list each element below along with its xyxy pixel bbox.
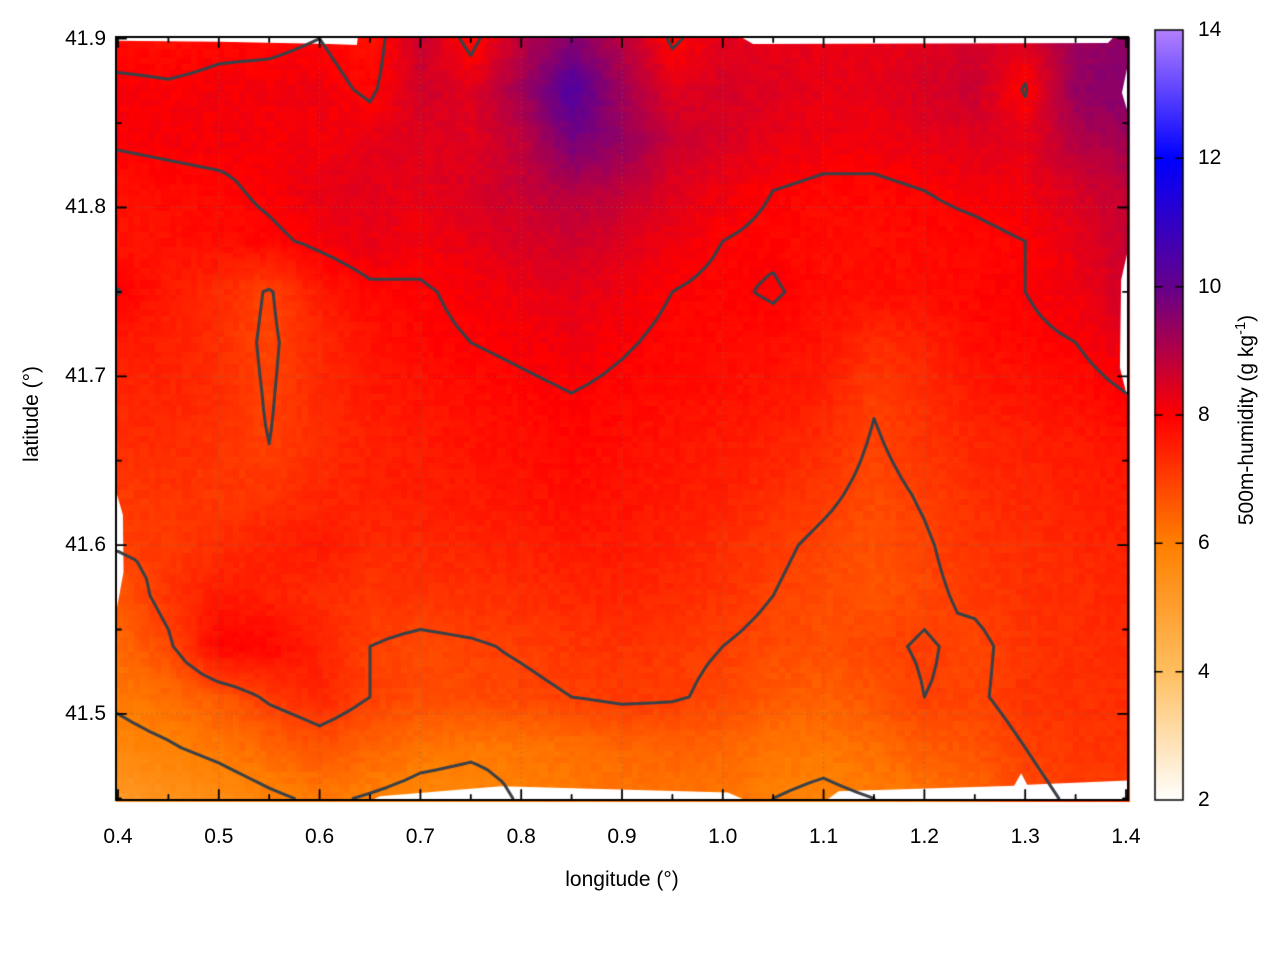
x-axis-label: longitude (°) [565, 868, 679, 891]
x-tick-label: 1.0 [708, 825, 738, 848]
x-tick-label: 1.4 [1111, 825, 1141, 848]
colorbar-tick-label: 4 [1198, 659, 1210, 683]
y-tick-label: 41.9 [65, 26, 106, 50]
colorbar-tick-label: 10 [1198, 274, 1222, 298]
colorbar-label-suffix: ) [1235, 314, 1258, 322]
y-tick-label: 41.8 [65, 195, 106, 219]
y-tick-label: 41.6 [65, 533, 106, 557]
colorbar-tick-label: 8 [1198, 403, 1210, 426]
x-tick-label: 1.1 [808, 825, 839, 848]
x-tick-label: 1.2 [909, 825, 939, 848]
x-tick-label: 0.4 [103, 825, 133, 848]
x-tick-label: 0.9 [607, 825, 637, 848]
colorbar-label-text: 500m-humidity (g kg [1235, 334, 1258, 526]
colorbar-tick-label: 2 [1198, 788, 1210, 811]
y-tick-label: 41.5 [65, 701, 106, 725]
colorbar-tick-label: 6 [1198, 531, 1210, 555]
x-tick-label: 0.6 [305, 825, 335, 848]
colorbar-label-superscript: -1 [1233, 321, 1249, 335]
x-tick-label: 0.5 [204, 825, 234, 848]
x-tick-label: 0.8 [506, 825, 536, 848]
colorbar-tick-label: 12 [1198, 146, 1222, 170]
y-tick-label: 41.7 [65, 364, 106, 388]
x-tick-label: 1.3 [1010, 825, 1040, 848]
x-tick-label: 0.7 [405, 825, 435, 848]
y-axis-label: latitude (°) [20, 366, 43, 462]
colorbar-tick-label: 14 [1198, 18, 1222, 41]
